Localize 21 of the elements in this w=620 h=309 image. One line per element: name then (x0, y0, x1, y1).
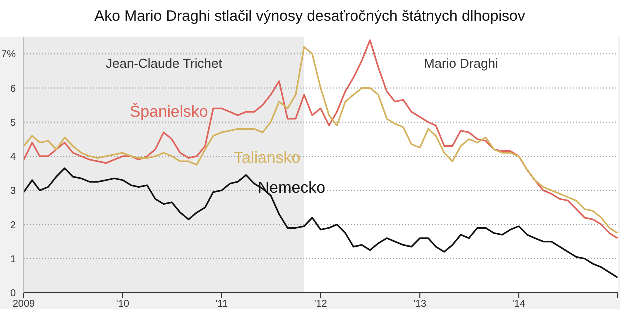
series-label: Nemecko (258, 180, 326, 198)
band-label: Jean-Claude Trichet (106, 56, 223, 72)
y-tick-label: 6 (10, 84, 16, 95)
y-tick-label: 0 (10, 288, 16, 300)
x-tick-label: 2009 (12, 299, 36, 309)
x-tick-label: '10 (116, 299, 130, 309)
y-tick-label: 1 (10, 254, 16, 266)
band-label: Mario Draghi (424, 56, 498, 72)
y-tick-label: 4 (10, 152, 16, 164)
x-tick-label: '14 (512, 299, 526, 309)
x-tick-label: '11 (216, 299, 228, 309)
line-series (24, 168, 618, 278)
x-tick-label: '12 (314, 299, 328, 309)
series-label: Španielsko (130, 104, 208, 122)
y-tick-label: 2 (10, 220, 16, 232)
y-tick-label: 3 (10, 186, 16, 198)
y-tick-label: 7% (2, 50, 16, 61)
x-tick-label: '13 (414, 299, 428, 309)
series-label: Taliansko (234, 150, 301, 168)
y-tick-label: 5 (10, 118, 16, 129)
chart-title: Ako Mario Draghi stlačil výnosy desaťročných štátnych dlhopisov (94, 8, 526, 25)
